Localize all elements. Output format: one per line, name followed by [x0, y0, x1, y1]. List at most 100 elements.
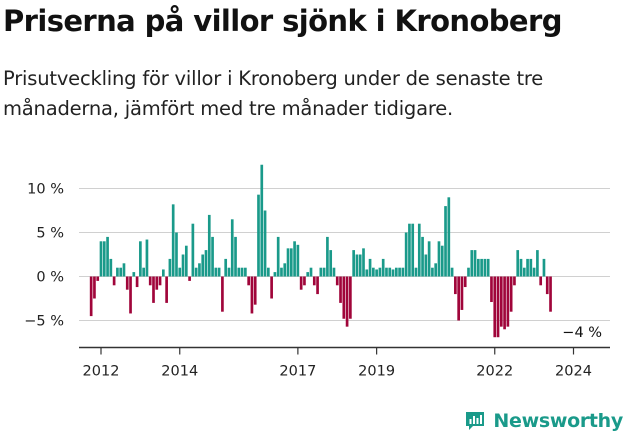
bar	[158, 276, 162, 286]
x-tick-label: 2019	[358, 364, 395, 380]
bar	[260, 164, 264, 277]
bar	[145, 239, 149, 277]
bar	[417, 223, 421, 277]
bar	[102, 241, 106, 277]
bar	[316, 276, 319, 295]
bar	[207, 214, 211, 277]
bar	[293, 241, 296, 277]
bar	[171, 204, 175, 277]
bar	[503, 276, 506, 330]
bar	[506, 276, 510, 327]
bar	[486, 258, 490, 277]
bar	[129, 276, 132, 314]
bar	[427, 241, 431, 277]
bar	[139, 241, 142, 277]
bar	[273, 272, 277, 277]
bar	[152, 276, 155, 303]
bar	[467, 267, 470, 277]
bar	[214, 267, 218, 277]
x-tick-label: 2022	[476, 364, 513, 380]
bar	[365, 269, 369, 277]
y-axis-labels: 10 % 5 % 0 % −5 %	[24, 182, 64, 330]
bar	[184, 245, 188, 277]
bar	[391, 269, 395, 277]
bar	[306, 272, 310, 277]
bar	[335, 276, 339, 286]
bar	[473, 250, 477, 277]
bar	[457, 276, 460, 321]
bar	[142, 267, 145, 277]
bar	[198, 263, 201, 277]
bar	[549, 276, 552, 312]
bar	[204, 250, 208, 277]
bar	[372, 267, 375, 277]
x-axis	[79, 346, 610, 355]
bar	[122, 263, 126, 277]
bar	[496, 276, 500, 338]
x-tick-label: 2014	[161, 364, 198, 380]
bar	[280, 267, 283, 277]
bar	[375, 269, 378, 277]
bar	[247, 276, 250, 286]
bar	[542, 258, 546, 277]
bar	[342, 276, 346, 319]
bar	[329, 250, 333, 277]
x-tick-label: 2012	[83, 364, 120, 380]
bar	[116, 267, 119, 277]
bar	[434, 263, 438, 277]
bars	[89, 164, 552, 338]
bar	[296, 244, 300, 277]
bar	[513, 276, 516, 286]
bar	[414, 267, 418, 277]
bar	[431, 267, 434, 277]
bar	[230, 219, 234, 277]
bar	[227, 267, 231, 277]
bar	[440, 245, 444, 277]
bar	[201, 254, 205, 277]
bar	[224, 258, 228, 277]
bar	[522, 267, 526, 277]
bar	[250, 276, 254, 314]
bar	[394, 267, 398, 277]
bar	[322, 267, 326, 277]
bar	[168, 258, 172, 277]
bar	[194, 267, 198, 277]
x-axis-labels: 2012 2014 2017 2019 2022 2024	[83, 364, 592, 380]
bar	[112, 276, 116, 286]
bar	[162, 269, 165, 277]
bar	[178, 267, 182, 277]
bar	[125, 276, 129, 290]
bar	[289, 248, 293, 277]
bar	[493, 276, 497, 338]
bar	[526, 258, 529, 277]
bar	[424, 254, 428, 277]
bar	[388, 267, 392, 277]
bar	[221, 276, 224, 312]
bar	[165, 276, 168, 303]
bar	[217, 267, 221, 277]
bar	[253, 276, 257, 305]
bar	[381, 258, 385, 277]
bar	[408, 223, 411, 277]
bar	[188, 276, 191, 281]
newsworthy-logo-icon	[466, 412, 485, 430]
bar	[309, 267, 313, 277]
bar	[155, 276, 159, 290]
bar	[463, 276, 467, 288]
bar	[135, 276, 139, 288]
bar	[536, 250, 539, 277]
bar	[362, 248, 365, 277]
bar	[345, 276, 349, 327]
bar	[319, 267, 323, 277]
bar	[454, 276, 457, 295]
bar	[385, 267, 388, 277]
bar	[270, 276, 273, 299]
brand-logo[interactable]: Newsworthy	[463, 409, 623, 433]
bar	[286, 248, 290, 277]
bar	[519, 258, 523, 277]
bar	[234, 236, 237, 277]
bar	[477, 258, 480, 277]
bar	[119, 267, 123, 277]
bar	[263, 210, 267, 277]
y-tick-label: 0 %	[36, 270, 64, 286]
